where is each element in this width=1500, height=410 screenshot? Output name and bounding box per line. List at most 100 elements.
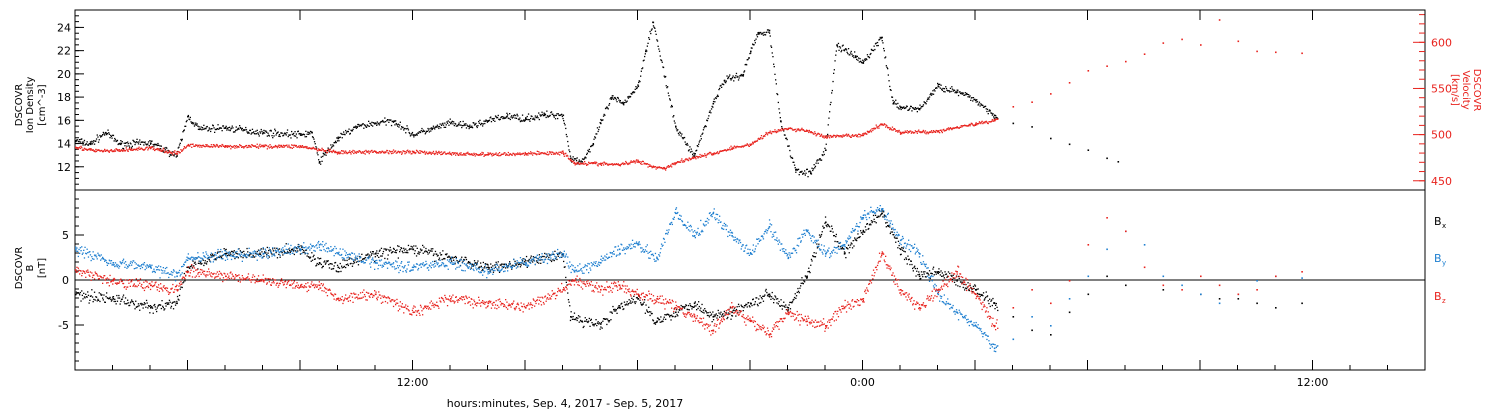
ion-density-series-point xyxy=(84,144,86,146)
velocity-series-point xyxy=(493,154,495,156)
velocity-series-point xyxy=(687,159,690,162)
b-bx-series-point xyxy=(930,272,933,275)
ion-density-series-point xyxy=(195,122,197,124)
velocity-series-point xyxy=(836,134,838,136)
velocity-series-point xyxy=(563,155,565,157)
ion-density-series-point xyxy=(604,114,606,116)
b-by-series-point xyxy=(256,259,258,261)
ion-density-series-point xyxy=(542,115,545,117)
velocity-series-point xyxy=(189,145,191,147)
b-bx-series-point xyxy=(205,262,207,264)
ion-density-series-point xyxy=(438,127,440,130)
velocity-series-point xyxy=(803,129,805,132)
velocity-series-point xyxy=(808,131,810,134)
b-bx-series-point xyxy=(543,255,545,258)
b-bx-series-point xyxy=(931,273,933,275)
ion-density-series-point xyxy=(248,132,250,134)
b-bx-series-point xyxy=(345,264,347,266)
ion-density-series-point xyxy=(106,133,108,136)
b-bx-series-point xyxy=(675,309,678,311)
velocity-series-point xyxy=(158,149,160,152)
b-by-series-point xyxy=(212,255,214,258)
b-by-series-point xyxy=(170,273,172,275)
velocity-series-point xyxy=(726,149,728,151)
b-by-series-point xyxy=(224,259,227,261)
ion-density-series-point xyxy=(307,133,310,135)
b-by-series-point xyxy=(330,250,333,252)
b-bx-series-point xyxy=(438,259,440,261)
ion-density-series-point xyxy=(227,127,229,129)
velocity-series-point xyxy=(598,163,600,165)
ion-density-series-point xyxy=(910,105,912,108)
ion-density-series-point xyxy=(216,128,218,130)
velocity-series-point xyxy=(163,149,165,151)
b-bx-series-point xyxy=(327,260,329,262)
velocity-series-point xyxy=(308,147,310,149)
b-bx-series-point xyxy=(566,284,568,286)
velocity-series-point xyxy=(729,149,732,151)
ion-density-series-point xyxy=(187,116,189,118)
b-bx-series-point xyxy=(916,270,918,272)
ion-density-series-point xyxy=(702,129,705,131)
ion-density-series-point xyxy=(146,143,148,146)
b-bx-series-point xyxy=(598,322,601,324)
velocity-series-point xyxy=(281,146,283,148)
velocity-series-point xyxy=(871,128,873,130)
b-bx-series-point xyxy=(161,300,163,302)
b-bx-series-point xyxy=(212,253,214,255)
velocity-series-point xyxy=(891,129,893,131)
b-bx-series-point xyxy=(330,263,332,265)
b-bx-series-point xyxy=(901,246,903,249)
b-by-series-point xyxy=(127,266,129,268)
b-bx-series-point xyxy=(837,241,839,243)
velocity-series-point xyxy=(971,122,973,125)
b-bx-series-point xyxy=(559,252,561,254)
ion-density-series-point xyxy=(568,149,570,151)
velocity-series-point xyxy=(808,129,810,132)
ion-density-series-point xyxy=(705,125,707,128)
velocity-series-point xyxy=(758,138,761,140)
b-bx-series-point xyxy=(957,285,959,287)
b-bx-series-point xyxy=(569,305,571,307)
ion-density-series-point xyxy=(753,44,755,46)
ion-density-series-point xyxy=(905,107,907,109)
b-bx-series-point xyxy=(759,295,761,297)
b-bx-series-point xyxy=(615,310,617,312)
velocity-series-point xyxy=(455,152,457,155)
b-by-series-point xyxy=(277,249,279,251)
b-bx-series-point xyxy=(398,245,400,248)
b-bx-series-point xyxy=(659,321,661,323)
velocity-series-point xyxy=(289,147,291,149)
ion-density-series-point xyxy=(300,133,302,135)
velocity-series-point xyxy=(438,152,441,154)
b-by-series-point xyxy=(166,272,169,274)
velocity-series-point xyxy=(331,151,333,154)
ion-density-series-point xyxy=(861,62,863,64)
b-by-series-point xyxy=(298,244,300,246)
b-bx-series-point xyxy=(202,259,204,261)
b-bx-series-point xyxy=(933,274,935,276)
b-by-series-point xyxy=(251,256,254,258)
ion-density-series-point xyxy=(552,113,554,115)
b-by-series-point xyxy=(303,242,305,244)
b-bx-series-point xyxy=(953,277,955,279)
b-bx-series-point xyxy=(565,276,567,279)
velocity-series-point xyxy=(617,163,619,166)
b-bx-series-point xyxy=(894,237,896,239)
ion-density-series-point xyxy=(731,76,734,79)
b-bx-series-point xyxy=(782,305,784,307)
velocity-series-point xyxy=(301,145,304,147)
b-by-series-point xyxy=(318,244,321,246)
ion-density-series-point xyxy=(978,103,980,105)
b-by-series-point xyxy=(359,256,362,258)
b-bx-series-point xyxy=(871,221,873,224)
ion-density-series-point xyxy=(701,133,703,135)
ion-density-series-point xyxy=(679,131,681,133)
velocity-series-point xyxy=(299,146,301,149)
b-by-series-point xyxy=(308,246,310,248)
b-bx-series-point xyxy=(538,262,540,264)
ion-density-series-point xyxy=(573,159,575,161)
b-bx-series-point xyxy=(225,248,227,251)
velocity-series-point xyxy=(760,135,763,137)
ion-density-series-point xyxy=(855,56,857,59)
